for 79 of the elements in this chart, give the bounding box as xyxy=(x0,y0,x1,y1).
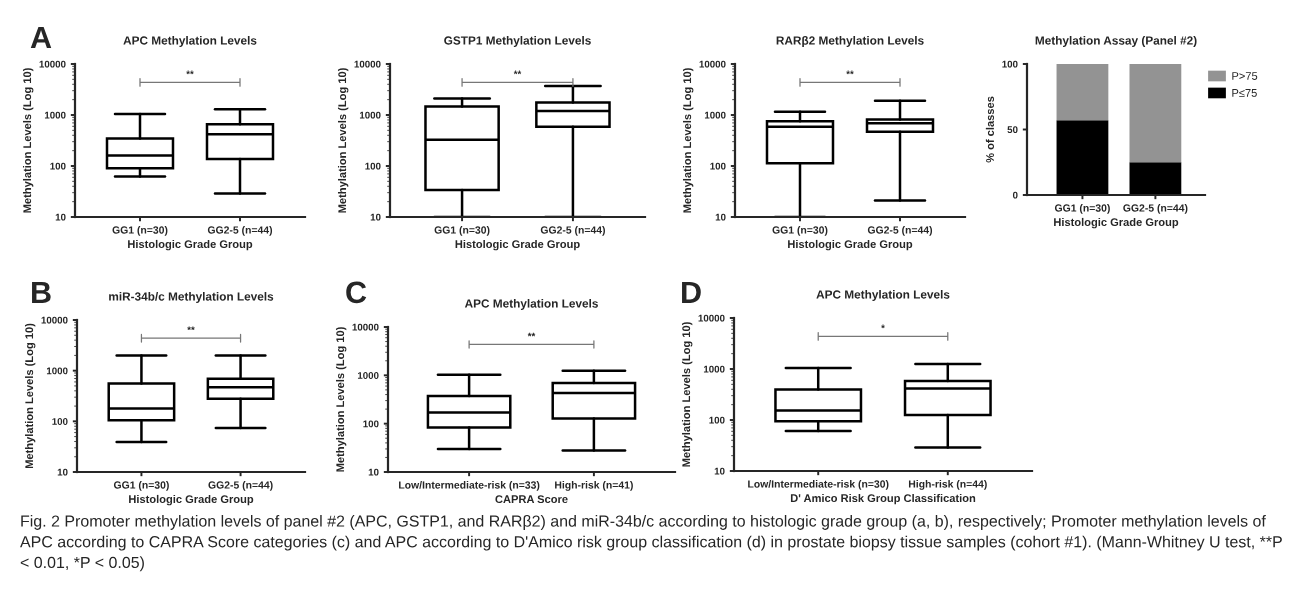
y-tick-label: 10 xyxy=(368,468,379,476)
x-tick-label: GG2-5 (n=44) xyxy=(207,226,273,236)
y-tick-label: 1000 xyxy=(46,367,68,375)
chart-title: APC Methylation Levels xyxy=(816,290,950,302)
y-axis-title: Methylation Levels (Log 10) xyxy=(335,327,347,472)
chart-title: Methylation Assay (Panel #2) xyxy=(1035,36,1197,48)
chart-title: APC Methylation Levels xyxy=(123,36,257,48)
y-tick-label: 1000 xyxy=(357,372,379,379)
y-axis-title: Methylation Levels (Log 10) xyxy=(22,68,34,213)
y-tick-label: 10 xyxy=(57,468,68,476)
x-axis-title: D' Amico Risk Group Classification xyxy=(790,493,976,505)
y-axis-title: Methylation Levels (Log 10) xyxy=(681,322,693,467)
y-tick-label: 100 xyxy=(50,162,66,170)
annotation: ** xyxy=(527,332,536,337)
y-tick-label: 10000 xyxy=(354,60,381,68)
y-tick-label: 1000 xyxy=(44,111,66,119)
y-tick-label: 100 xyxy=(52,418,68,425)
text: B xyxy=(32,281,51,303)
x-tick-label: High-risk (n=41) xyxy=(555,481,633,491)
y-tick-label: 1000 xyxy=(359,111,381,119)
x-tick-label: Low/Intermediate-risk (n=33) xyxy=(399,481,540,491)
chart-title: RARβ2 Methylation Levels xyxy=(776,36,924,48)
y-tick-label: 10 xyxy=(714,467,725,475)
x-tick-label: High-risk (n=44) xyxy=(908,480,987,490)
chart-title: GSTP1 Methylation Levels xyxy=(444,36,591,48)
x-tick-label: GG1 (n=30) xyxy=(113,481,169,491)
bar xyxy=(1129,162,1182,195)
caption: Fig. 2 Promoter methylation levels of panel #2 (APC, GSTP1, and RARβ2) and miR-34b/c according to histologic grade group (a, b), respectively; Promoter methylation levels of APC according to CAPRA Score categories (c) and APC according to D'Amico risk group classification (d) in prostate biopsy tissue samples (cohort #1). (Mann-Whitney U test, **P < 0.01, *P < 0.05) xyxy=(20,515,1282,572)
y-tick-label: 0 xyxy=(1012,191,1018,199)
x-tick-label: Low/Intermediate-risk (n=30) xyxy=(748,480,889,490)
y-tick-label: 10 xyxy=(370,213,381,221)
y-axis-title: Methylation Levels (Log 10) xyxy=(337,68,349,213)
y-tick-label: 50 xyxy=(1007,126,1018,134)
x-axis-title: Histologic Grade Group xyxy=(129,494,254,506)
x-tick-label: GG1 (n=30) xyxy=(1054,204,1110,214)
y-axis-title: Methylation Levels (Log 10) xyxy=(24,323,36,469)
y-tick-label: 100 xyxy=(1002,60,1018,68)
y-tick-label: 100 xyxy=(710,162,726,170)
x-axis-title: CAPRA Score xyxy=(495,495,568,504)
text: C xyxy=(346,281,367,304)
x-axis-title: Histologic Grade Group xyxy=(455,239,580,251)
y-tick-label: 10 xyxy=(715,213,726,221)
text: A xyxy=(30,26,52,48)
x-tick-label: GG2-5 (n=44) xyxy=(540,226,605,236)
annotation: ** xyxy=(186,70,194,75)
y-tick-label: 10000 xyxy=(352,323,379,331)
x-axis-title: Histologic Grade Group xyxy=(1054,217,1179,229)
text: D xyxy=(682,281,701,303)
annotation: * xyxy=(881,324,885,329)
legend-label: P≤75 xyxy=(1232,89,1257,97)
y-tick-label: 10000 xyxy=(699,60,726,68)
y-tick-label: 1000 xyxy=(703,365,725,373)
chart-title: miR-34b/c Methylation Levels xyxy=(109,292,274,304)
y-tick-label: 10000 xyxy=(698,314,725,322)
y-axis-title: % of classes xyxy=(985,96,994,163)
x-axis-title: Histologic Grade Group xyxy=(788,239,913,251)
x-tick-label: GG1 (n=30) xyxy=(434,226,490,236)
x-tick-label: GG1 (n=30) xyxy=(772,226,828,236)
annotation: ** xyxy=(846,70,854,75)
bar xyxy=(1129,64,1182,163)
x-tick-label: GG2-5 (n=44) xyxy=(867,226,933,236)
y-tick-label: 10 xyxy=(55,213,66,221)
y-tick-label: 10000 xyxy=(41,316,68,324)
y-tick-label: 100 xyxy=(365,162,381,170)
annotation: ** xyxy=(513,70,522,75)
x-tick-label: GG2-5 (n=44) xyxy=(208,481,273,491)
x-axis-title: Histologic Grade Group xyxy=(128,239,253,251)
y-axis-title: Methylation Levels (Log 10) xyxy=(682,68,694,213)
legend-label: P>75 xyxy=(1232,72,1258,80)
x-tick-label: GG1 (n=30) xyxy=(112,226,168,236)
bar xyxy=(1056,64,1109,121)
y-tick-label: 100 xyxy=(363,420,379,428)
y-tick-label: 10000 xyxy=(39,60,66,68)
y-tick-label: 100 xyxy=(709,416,725,424)
annotation: ** xyxy=(187,326,195,331)
chart-title: APC Methylation Levels xyxy=(464,299,598,311)
y-tick-label: 1000 xyxy=(704,111,726,119)
bar xyxy=(1056,120,1109,195)
x-tick-label: GG2-5 (n=44) xyxy=(1123,204,1188,214)
